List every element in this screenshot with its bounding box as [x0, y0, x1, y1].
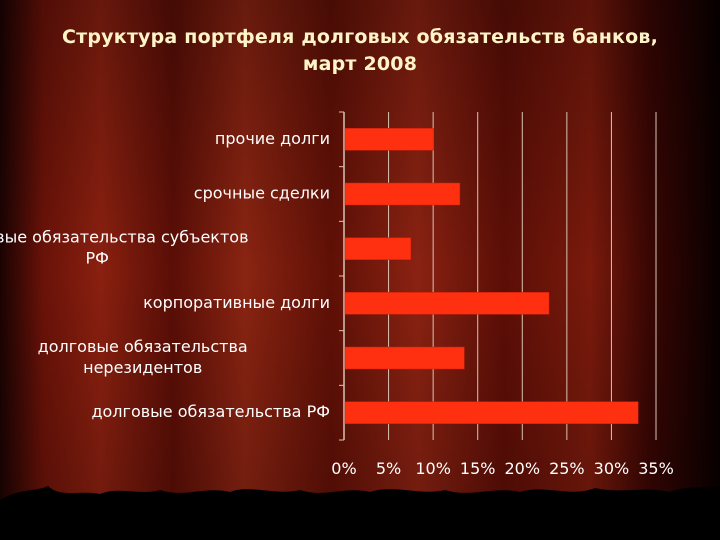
title-line-2: март 2008 [302, 53, 418, 75]
category-label: прочие долги [215, 129, 330, 148]
category-label: корпоративные долги [143, 293, 330, 312]
bar [344, 182, 461, 206]
bar [344, 292, 550, 315]
category-label: срочные сделки [194, 184, 330, 203]
bar [344, 346, 465, 370]
category-label: долговые обязательства РФ [91, 402, 330, 421]
x-tick-label: 5% [376, 459, 401, 478]
x-tick-label: 25% [549, 459, 585, 478]
category-label: долговые обязательства нерезидентов [38, 337, 248, 377]
curtain-bottom-edge [0, 486, 720, 540]
page-title: Структура портфеля долговых обязательств… [0, 24, 720, 78]
bar [344, 237, 412, 260]
x-tick-label: 20% [505, 459, 541, 478]
x-tick-label: 30% [594, 459, 630, 478]
bar [344, 401, 639, 424]
x-tick-label: 35% [638, 459, 674, 478]
bar-chart: прочие долги срочные сделки долговые обяза… [0, 111, 674, 478]
x-tick-label: 15% [460, 459, 496, 478]
bar [344, 128, 434, 151]
x-tick-label: 10% [415, 459, 451, 478]
title-line-1: Структура портфеля долговых обязательств… [61, 26, 659, 48]
x-tick-label: 0% [331, 459, 356, 478]
